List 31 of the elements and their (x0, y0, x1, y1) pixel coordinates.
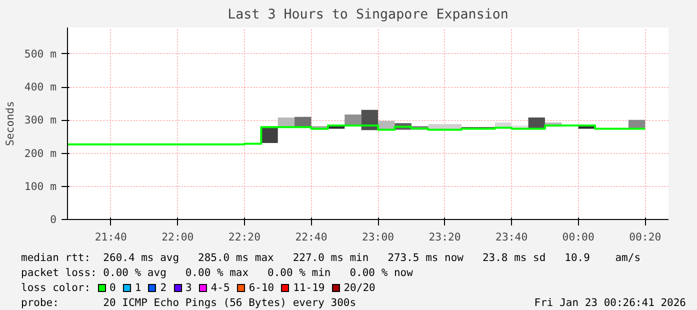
text: 6-10 (248, 282, 274, 294)
x-tick-label: 22:40 (295, 230, 328, 244)
text: 0 (110, 282, 116, 294)
text: 3 (186, 282, 192, 294)
y-tick-label: 0 (50, 213, 57, 226)
x-tick-label: 23:00 (362, 230, 394, 244)
y-tick-label: 400 m (24, 80, 56, 94)
y-tick-label: 100 m (24, 180, 56, 193)
text: 4-5 (210, 282, 230, 294)
x-tick-label: 22:20 (228, 230, 260, 244)
text: median rtt: 260.4 ms avg 285.0 ms max 227.0 ms min 273.5 ms now 23.8 ms sd 10.9 am/s (21, 251, 642, 266)
y-tick-label: 200 m (24, 146, 56, 160)
text: loss color: (21, 282, 91, 294)
x-tick-label: 00:00 (562, 230, 594, 244)
x-tick-label: 23:40 (496, 230, 528, 244)
y-axis-title: Seconds (3, 101, 16, 146)
text: packet loss: 0.00 % avg 0.00 % max 0.00 % min 0.00 % now (21, 266, 414, 281)
chart-title: Last 3 Hours to Singapore Expansion (228, 8, 508, 22)
text: 2 (160, 282, 167, 294)
y-tick-label: 300 m (24, 114, 56, 127)
text: probe: 20 ICMP Echo Pings (56 Bytes) every 300s (21, 296, 356, 310)
y-tick-label: 500 m (24, 47, 56, 60)
x-tick-label: 21:40 (94, 230, 127, 244)
x-tick-label: 22:00 (162, 230, 194, 244)
x-tick-label: 23:20 (428, 230, 461, 244)
x-tick-label: 00:20 (629, 230, 662, 244)
bar (628, 120, 646, 128)
text: Fri Jan 23 00:26:41 2026 (534, 296, 686, 310)
text: 1 (134, 282, 142, 294)
text: 20/20 (344, 282, 376, 294)
text: 11-19 (293, 282, 325, 294)
